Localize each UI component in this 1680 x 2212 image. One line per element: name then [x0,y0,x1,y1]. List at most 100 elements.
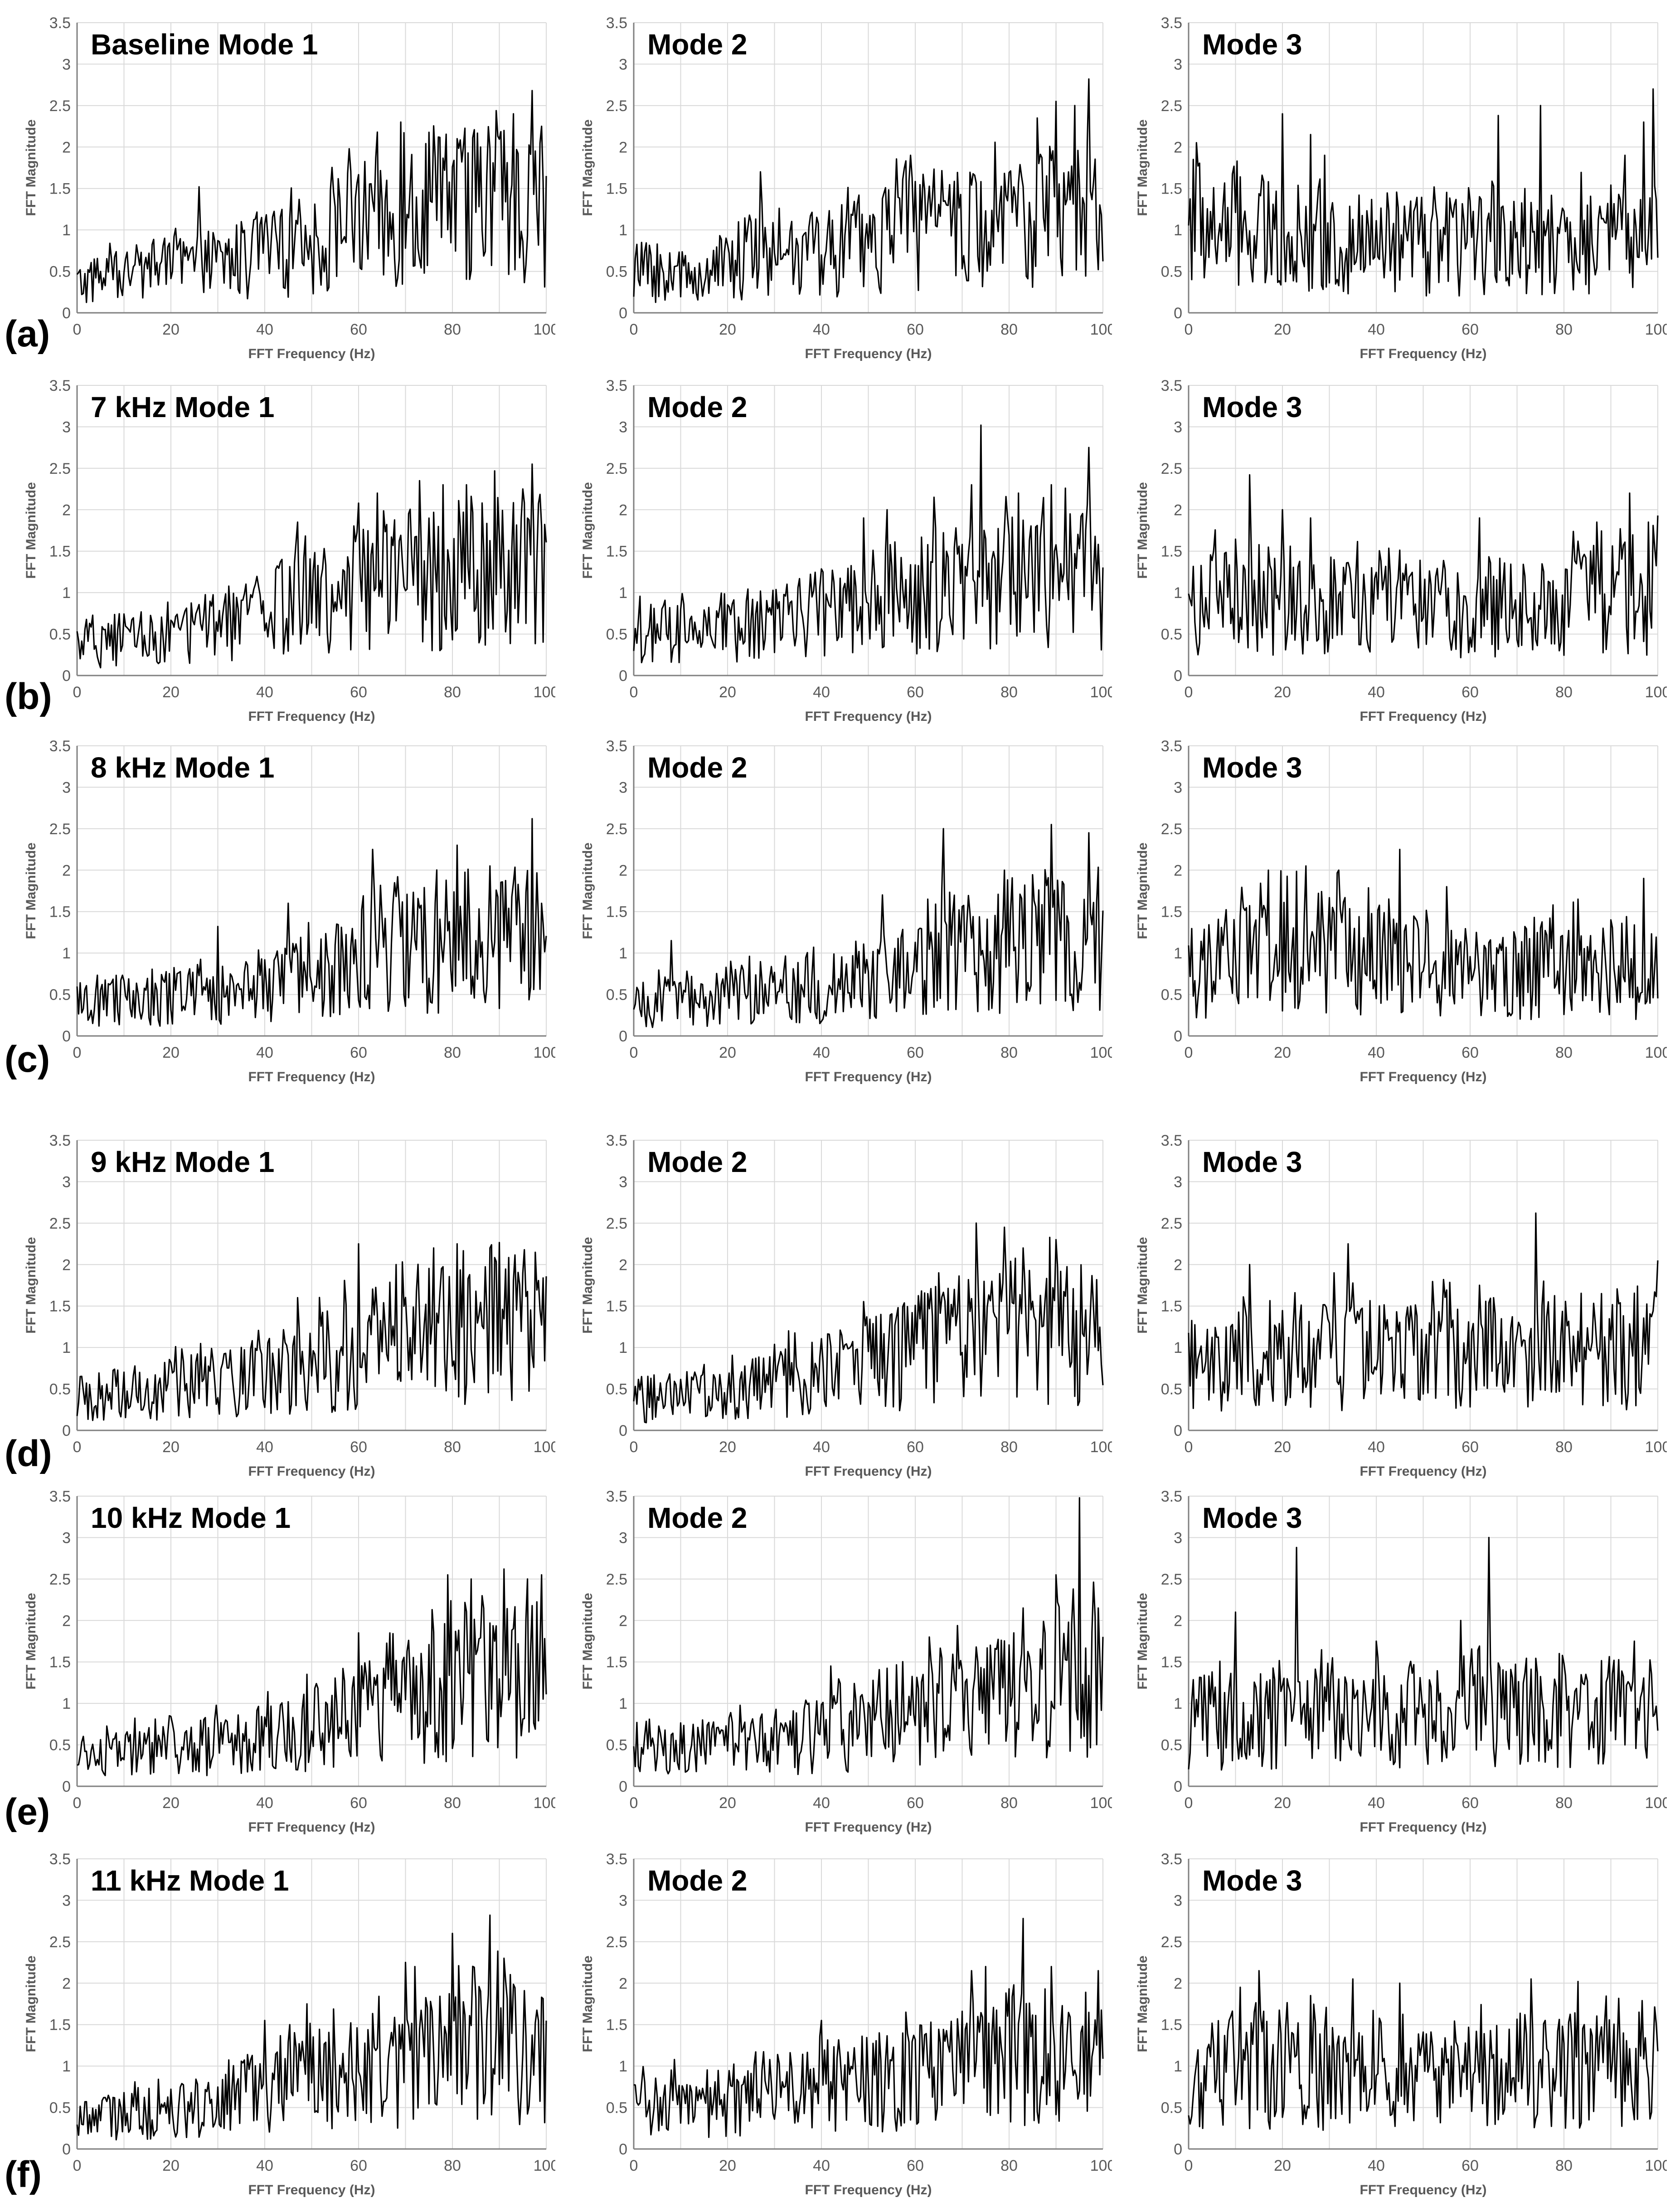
y-tick-label: 3 [619,418,627,436]
y-tick-label: 3 [1174,1529,1182,1546]
y-tick-label: 2 [1174,1975,1182,1992]
x-tick-label: 100 [1645,1794,1667,1812]
y-tick-label: 0.5 [606,1381,627,1398]
row-label: (d) [5,1433,52,1474]
chart-title: Mode 3 [1202,28,1302,61]
fft-series-line [76,463,547,669]
y-tick-label: 1 [619,1695,627,1712]
x-tick-label: 40 [256,1044,273,1061]
chart-title: Mode 2 [647,1146,747,1178]
x-axis-label: FFT Frequency (Hz) [248,1464,375,1479]
y-tick-label: 1.5 [606,904,627,921]
x-tick-label: 40 [256,684,273,701]
x-axis-label: FFT Frequency (Hz) [248,346,375,361]
y-tick-label: 2.5 [606,97,627,115]
y-tick-label: 0.5 [1161,263,1182,281]
x-axis-label: FFT Frequency (Hz) [248,2183,375,2197]
x-tick-label: 20 [719,321,736,338]
y-tick-label: 2.5 [1161,1934,1182,1951]
x-tick-label: 60 [1462,1044,1479,1061]
x-tick-label: 60 [907,1044,924,1061]
x-tick-label: 40 [1368,1044,1385,1061]
y-tick-label: 3 [62,1173,71,1191]
fft-series-line [1188,88,1659,297]
y-tick-label: 1.5 [1161,180,1182,198]
fft-series-line [633,1918,1104,2138]
x-tick-label: 80 [1555,1044,1573,1061]
chart-title: Baseline Mode 1 [91,28,318,61]
y-tick-label: 0 [619,2141,627,2158]
y-tick-label: 1.5 [49,180,71,198]
y-tick-label: 3.5 [49,15,71,32]
y-tick-label: 2 [62,1975,71,1992]
x-tick-label: 80 [1555,1794,1573,1812]
y-tick-label: 1.5 [606,1298,627,1315]
y-tick-label: 1 [1174,222,1182,239]
y-tick-label: 3.5 [1161,15,1182,32]
y-tick-label: 0 [619,1028,627,1045]
y-tick-label: 1.5 [1161,1654,1182,1671]
row-label: (b) [5,676,52,717]
x-axis-label: FFT Frequency (Hz) [805,1820,932,1835]
x-tick-label: 0 [1185,1044,1193,1061]
row-label: (e) [5,1791,50,1833]
x-axis-label: FFT Frequency (Hz) [248,1070,375,1084]
y-tick-label: 1 [1174,1695,1182,1712]
y-tick-label: 2.5 [49,97,71,115]
y-tick-label: 1.5 [49,543,71,560]
x-tick-label: 0 [630,1439,638,1456]
fft-chart: 0 0.5 1 1.5 2 2.5 3 3.5 0 20 40 60 80 100 FFT Frequenc… [1135,377,1667,724]
fft-series-line [633,78,1104,303]
y-tick-label: 2.5 [606,821,627,838]
x-tick-label: 40 [256,321,273,338]
y-tick-label: 0 [62,1778,71,1795]
y-tick-label: 0.5 [1161,2100,1182,2117]
y-tick-label: 1 [62,1695,71,1712]
y-tick-label: 1.5 [1161,2017,1182,2034]
x-tick-label: 100 [534,684,555,701]
y-tick-label: 1 [1174,1339,1182,1356]
y-tick-label: 2.5 [1161,1215,1182,1232]
fft-series-line [633,824,1104,1028]
gridlines [633,1858,1103,2149]
y-tick-label: 3.5 [1161,1132,1182,1149]
y-tick-label: 2.5 [1161,821,1182,838]
fft-chart: 0 0.5 1 1.5 2 2.5 3 3.5 0 20 40 60 80 100 FFT Frequenc… [1135,1132,1667,1479]
x-axis-label: FFT Frequency (Hz) [1360,2183,1486,2197]
x-tick-label: 20 [162,684,180,701]
y-tick-label: 3.5 [49,738,71,755]
y-tick-label: 1 [1174,584,1182,602]
x-tick-label: 40 [1368,321,1385,338]
x-tick-label: 20 [1274,2157,1291,2174]
fft-series-line [76,90,547,303]
y-axis-label: FFT Magnitude [580,1237,595,1333]
y-tick-label: 1.5 [606,2017,627,2034]
x-tick-label: 40 [813,684,830,701]
y-tick-label: 0.5 [49,1381,71,1398]
x-tick-label: 60 [350,684,367,701]
x-tick-label: 40 [813,1794,830,1812]
y-tick-label: 0.5 [49,1737,71,1754]
y-axis-label: FFT Magnitude [1135,842,1150,939]
x-tick-label: 80 [444,2157,461,2174]
y-tick-label: 2.5 [49,460,71,477]
x-tick-label: 20 [1274,321,1291,338]
y-tick-label: 3 [1174,1173,1182,1191]
x-tick-label: 20 [1274,1044,1291,1061]
y-axis-label: FFT Magnitude [580,842,595,939]
y-tick-label: 1 [1174,945,1182,962]
y-tick-label: 2.5 [606,1571,627,1588]
row-label: (a) [5,313,50,355]
x-tick-label: 20 [719,1794,736,1812]
y-tick-label: 2 [619,1612,627,1629]
x-tick-label: 40 [1368,1794,1385,1812]
y-tick-label: 2 [1174,139,1182,156]
y-tick-label: 1.5 [49,2017,71,2034]
y-tick-label: 2.5 [1161,460,1182,477]
x-tick-label: 60 [907,1794,924,1812]
y-tick-label: 3.5 [606,1851,627,1868]
y-tick-label: 1.5 [1161,904,1182,921]
x-tick-label: 60 [907,321,924,338]
y-axis-label: FFT Magnitude [24,1237,39,1333]
